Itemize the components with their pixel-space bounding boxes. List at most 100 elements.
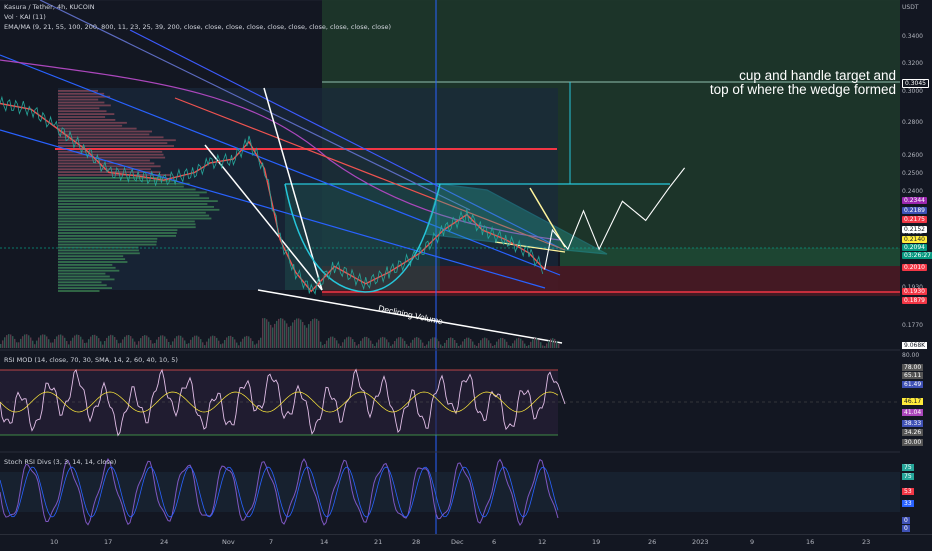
volume-bar [186,343,188,348]
volume-bar [386,339,388,348]
volume-bar [66,341,68,348]
volume-profile-bar [58,182,190,185]
volume-bar [338,343,340,348]
target-annotation-line1: cup and handle target and [739,68,896,83]
volume-bar [236,342,238,348]
volume-bar [76,334,78,348]
volume-bar [198,336,200,348]
volume-bar [26,334,28,348]
volume-bar [180,335,182,348]
stoch-k-line [0,458,559,526]
volume-bar [418,337,420,348]
price-tick: 0.3000 [902,88,923,95]
symbol-legend[interactable]: Kasura / Tether, 4h, KUCOIN [4,3,95,11]
volume-bar [62,335,64,348]
ema-legend[interactable]: EMA/MA (9, 21, 55, 100, 200, 800, 11, 23… [4,23,391,31]
handle-wedge [424,183,608,255]
time-tick: 26 [648,538,657,546]
volume-bar [258,340,260,348]
volume-bar [212,335,214,348]
volume-bar [42,334,44,348]
volume-bar [54,339,56,348]
volume-bar [472,341,474,348]
volume-bar [468,337,470,348]
volume-profile-bar [58,153,164,156]
volume-bar [230,335,232,348]
volume-bar [336,340,338,348]
volume-bar [378,339,380,348]
volume-bar [362,338,364,348]
volume-bar [12,336,14,348]
volume-bar [140,338,142,348]
price-badge: 0.2344 [902,197,927,204]
volume-profile-bar [58,220,195,223]
volume-profile-bar [58,191,207,194]
volume-bar [414,337,416,348]
price-line [0,102,546,293]
rsi-ma-line [0,391,559,413]
volume-bar [110,334,112,348]
stoch-legend[interactable]: Stoch RSI Divs (3, 3, 14, 14, close) [4,458,117,466]
volume-bar [554,338,556,348]
volume-bar [522,340,524,348]
price-axis[interactable]: USDT 0.3400 0.3200 0.3000 0.2800 0.2600 0.2500… [900,0,932,534]
volume-bar [280,318,282,348]
rsi-legend[interactable]: RSI MOD (14, close, 70, 30, SMA, 14, 2, … [4,356,178,364]
volume-bar [358,344,360,348]
volume-bar [446,340,448,348]
volume-bar [104,341,106,348]
volume-legend[interactable]: Vol · KAI (11) [4,13,46,21]
volume-bar [10,334,12,348]
time-tick: 24 [160,538,169,546]
volume-bar [142,336,144,348]
volume-bar [322,345,324,348]
volume-bar [256,343,258,348]
volume-profile-bar [58,229,178,231]
volume-profile-bar [58,243,157,246]
volume-bar [272,327,274,348]
stoch-tick: 0 [902,517,910,524]
volume-bar [348,336,350,348]
volume-bar [92,335,94,348]
volume-profile-bar [58,240,157,243]
volume-bar [240,341,242,348]
volume-bar [410,342,412,348]
volume-bar [14,338,16,348]
volume-bar [394,341,396,348]
volume-bar [228,336,230,348]
volume-bar [112,335,114,348]
time-axis[interactable]: 10 17 24 Nov 7 14 21 28 Dec 6 12 19 26 2023 9 16 23 [0,534,932,551]
volume-bar [456,343,458,348]
volume-bar [234,339,236,348]
volume-bar [146,335,148,348]
volume-bar [408,346,410,348]
volume-bar [202,342,204,348]
volume-bar [224,340,226,348]
volume-bar [152,343,154,348]
stoch-tick: 33 [902,500,914,507]
volume-bars [0,318,560,348]
volume-bar [304,325,306,348]
volume-bar [310,321,312,348]
wedge-lines [204,87,563,344]
volume-bar [434,337,436,348]
volume-bar [384,337,386,348]
volume-bar [56,336,58,348]
volume-bar [116,339,118,348]
volume-bar [460,344,462,348]
rsi-tick: 80.00 [902,352,920,359]
volume-bar [88,339,90,348]
volume-profile-bar [58,185,184,188]
volume-bar [426,344,428,348]
volume-profile-bar [58,211,206,214]
time-tick: 2023 [692,538,709,546]
volume-bar [220,344,222,348]
volume-bar [50,342,52,348]
rsi-line [0,368,566,437]
volume-profile-bar [58,139,176,142]
volume-bar [192,337,194,348]
volume-bar [366,336,368,348]
volume-bar [474,344,476,348]
